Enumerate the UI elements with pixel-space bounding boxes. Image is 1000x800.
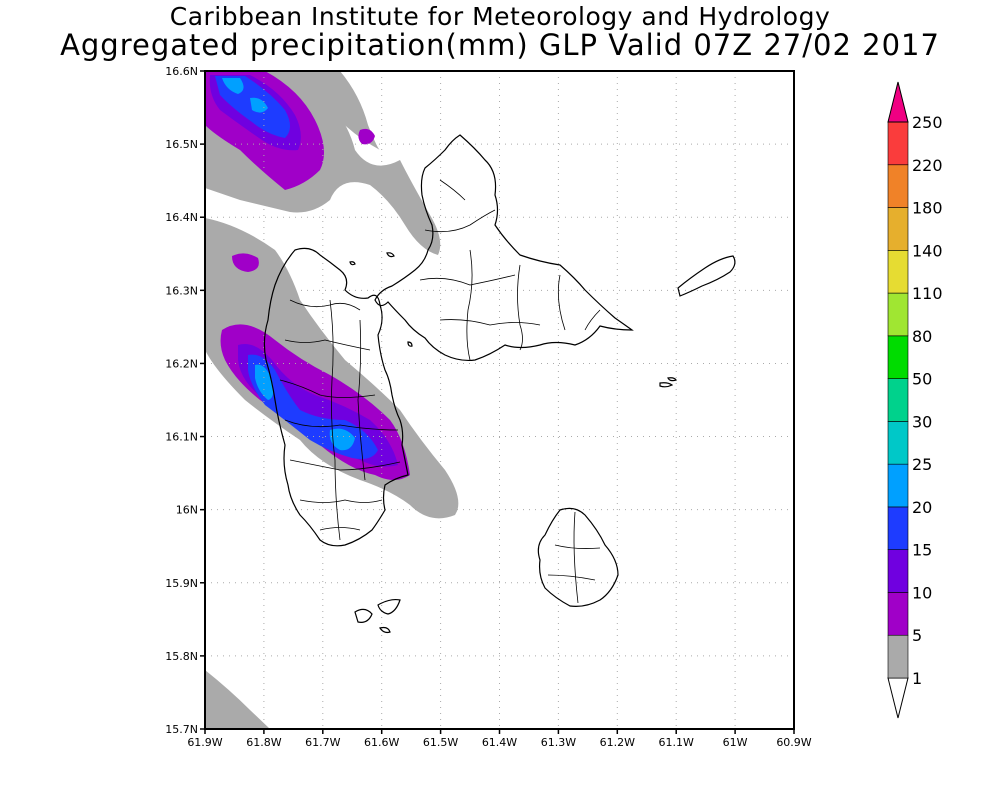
title-institute: Caribbean Institute for Meteorology and … — [169, 2, 831, 31]
graticule — [205, 71, 794, 729]
y-tick-label: 15.7N — [165, 723, 198, 736]
colorbar-swatch — [887, 506, 909, 550]
x-tick-label: 60.9W — [776, 736, 811, 749]
y-tick-label: 16.5N — [165, 138, 198, 151]
colorbar-swatch — [887, 421, 909, 465]
colorbar-swatch — [887, 634, 909, 679]
colorbar-label: 20 — [912, 498, 932, 517]
y-tick-label: 16.1N — [165, 431, 198, 444]
colorbar-label: 1 — [912, 669, 922, 688]
coastline — [263, 134, 736, 634]
colorbar-label: 5 — [912, 626, 922, 645]
x-tick-label: 61.3W — [541, 736, 576, 749]
ilet-bay-islets — [349, 252, 413, 347]
precipitation-field — [205, 71, 459, 729]
y-tick-label: 16.4N — [165, 211, 198, 224]
colorbar-label: 50 — [912, 370, 932, 389]
colorbar-label: 10 — [912, 583, 932, 602]
colorbar-label: 15 — [912, 541, 932, 560]
colorbar-under-triangle — [887, 677, 909, 719]
colorbar-label: 80 — [912, 327, 932, 346]
x-tick-label: 61.7W — [305, 736, 340, 749]
y-tick-label: 16.3N — [165, 284, 198, 297]
x-tick-label: 61.9W — [187, 736, 222, 749]
x-tick-label: 61.5W — [423, 736, 458, 749]
y-axis-labels: 16.6N 16.5N 16.4N 16.3N 16.2N 16.1N 16N 15.9N 15… — [165, 65, 198, 736]
colorbar-swatch — [887, 164, 909, 208]
colorbar-label: 30 — [912, 412, 932, 431]
colorbar-swatch — [887, 250, 909, 294]
colorbar-swatch — [887, 207, 909, 251]
y-tick-label: 15.8N — [165, 650, 198, 663]
x-tick-label: 61W — [723, 736, 748, 749]
basse-terre-island — [263, 247, 409, 547]
grande-terre-island — [374, 134, 634, 362]
y-tick-label: 15.9N — [165, 577, 198, 590]
x-tick-label: 61.8W — [246, 736, 281, 749]
colorbar-over-triangle — [887, 81, 909, 123]
title-product: Aggregated precipitation(mm) GLP Valid 0… — [60, 28, 940, 62]
colorbar-label: 180 — [912, 199, 943, 218]
x-tick-label: 61.4W — [482, 736, 517, 749]
colorbar-swatch — [887, 121, 909, 166]
la-desirade-island — [677, 255, 736, 297]
les-saintes-islands — [354, 598, 401, 634]
colorbar-label: 140 — [912, 241, 943, 260]
petite-terre-islands — [659, 377, 677, 388]
colorbar-swatch — [887, 463, 909, 508]
colorbar-swatch — [887, 335, 909, 379]
colorbar-swatch — [887, 592, 909, 636]
precip-band-20-25 — [222, 78, 355, 451]
colorbar-swatch — [887, 549, 909, 593]
colorbar-label: 110 — [912, 284, 943, 303]
marie-galante-island — [537, 507, 619, 607]
colorbar-swatch — [887, 292, 909, 337]
y-tick-label: 16N — [176, 504, 198, 517]
colorbar-label: 250 — [912, 113, 943, 132]
x-tick-label: 61.6W — [364, 736, 399, 749]
colorbar-swatch — [887, 378, 909, 422]
y-tick-label: 16.2N — [165, 357, 198, 370]
axis-ticks — [200, 70, 795, 734]
colorbar-label: 220 — [912, 156, 943, 175]
colorbar-label: 25 — [912, 455, 932, 474]
x-tick-label: 61.2W — [600, 736, 635, 749]
internal-boundaries — [279, 179, 601, 604]
x-axis-labels: 61.9W 61.8W 61.7W 61.6W 61.5W 61.4W 61.3W 61.2W… — [187, 736, 811, 749]
x-tick-label: 61.1W — [659, 736, 694, 749]
y-tick-label: 16.6N — [165, 65, 198, 78]
